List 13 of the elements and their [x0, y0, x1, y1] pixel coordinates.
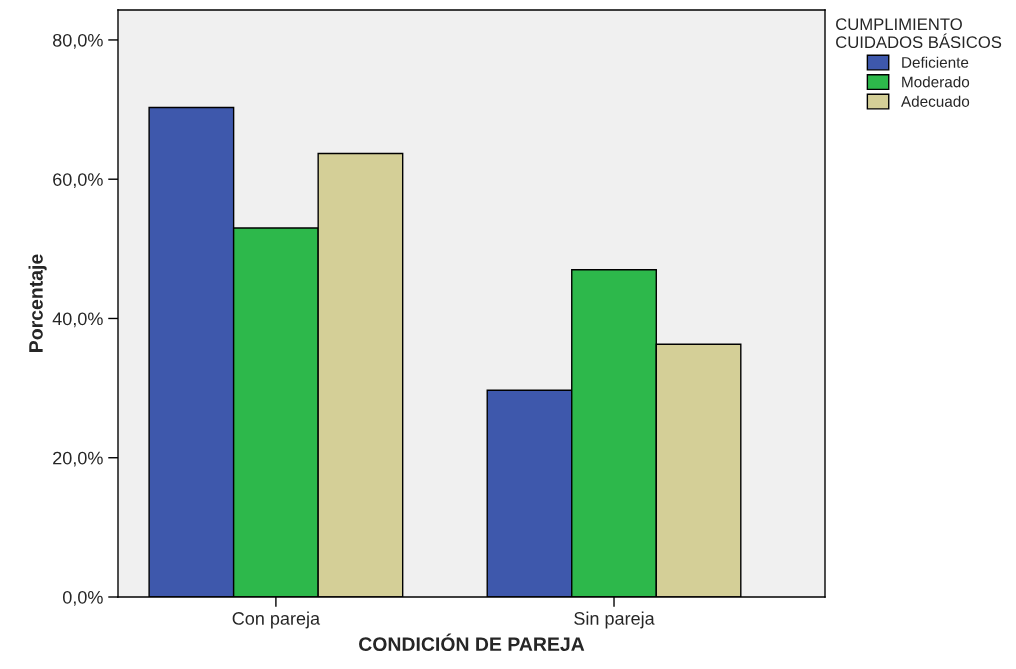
y-axis-title: Porcentaje [28, 254, 47, 352]
legend-label: Moderado [902, 76, 970, 88]
legend-title: CUMPLIMIENTO CUIDADOS BÁSICOS [836, 18, 1002, 49]
y-tick-label: 80,0% [53, 33, 103, 49]
y-tick-label: 60,0% [53, 173, 103, 189]
x-axis-title: CONDICIÓN DE PAREJA [359, 633, 585, 652]
legend-label: Deficiente [902, 56, 969, 68]
legend-label: Adecuado [901, 95, 970, 107]
x-tick-label: Sin pareja [574, 611, 655, 629]
y-tick-label: 40,0% [52, 312, 103, 328]
y-tick-label: 0,0% [62, 590, 103, 606]
x-tick-label: Con pareja [232, 611, 321, 629]
y-tick-label: 20,0% [53, 451, 103, 467]
